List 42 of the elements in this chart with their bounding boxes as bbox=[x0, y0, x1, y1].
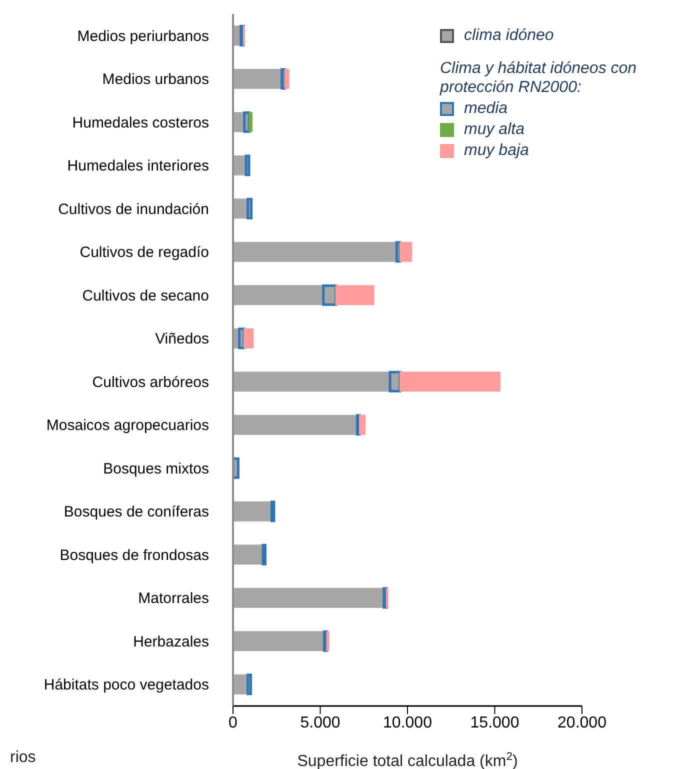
y-tick-label: Medios periurbanos bbox=[77, 28, 209, 45]
bar bbox=[335, 285, 374, 306]
bar bbox=[359, 414, 366, 435]
y-tick-label: Cultivos de inundación bbox=[58, 200, 209, 218]
y-tick-label: Bosques de coníferas bbox=[64, 504, 209, 521]
bar bbox=[248, 112, 253, 132]
y-tick-label: Humedales costeros bbox=[72, 114, 209, 132]
y-tick-label: Bosques de frondosas bbox=[60, 546, 209, 564]
bar bbox=[399, 242, 412, 262]
bar bbox=[233, 242, 398, 262]
legend-label: muy baja bbox=[464, 141, 529, 160]
y-tick-label: Medios urbanos bbox=[102, 71, 209, 88]
bar bbox=[233, 631, 325, 652]
bar bbox=[284, 68, 290, 89]
bar bbox=[233, 414, 358, 435]
y-tick-label: Cultivos de secano bbox=[82, 287, 209, 304]
y-tick-label: Hábitats poco vegetados bbox=[44, 676, 209, 694]
y-tick-label: Cultivos de regadío bbox=[80, 244, 209, 262]
y-tick-label: Mosaicos agropecuarios bbox=[46, 417, 209, 434]
legend-label: clima idóneo bbox=[464, 26, 554, 45]
bar bbox=[233, 544, 264, 565]
bar bbox=[233, 588, 384, 608]
y-tick-label: Viñedos bbox=[155, 330, 209, 348]
legend-label: media bbox=[464, 99, 508, 118]
x-tick-label: 15.000 bbox=[470, 714, 520, 732]
bar bbox=[399, 372, 500, 392]
x-tick-label: 0 bbox=[228, 714, 238, 732]
y-tick-label: Cultivos arbóreos bbox=[92, 374, 209, 391]
bar bbox=[233, 68, 282, 89]
y-tick-label: Bosques mixtos bbox=[103, 460, 209, 478]
x-tick-label: 20.000 bbox=[558, 714, 607, 732]
x-tick-label: 5.000 bbox=[300, 714, 340, 732]
bar bbox=[243, 328, 254, 348]
y-tick-label: Matorrales bbox=[138, 590, 209, 608]
x-axis-title: Superficie total calculada (km$^{2}$) bbox=[297, 751, 518, 769]
y-tick-label: Herbazales bbox=[133, 633, 209, 650]
x-tick-label: 10.000 bbox=[383, 714, 432, 732]
legend-title: Clima y hábitat idóneos con protección RN2000: bbox=[440, 59, 638, 97]
bar bbox=[233, 501, 272, 522]
text: rios bbox=[10, 749, 36, 767]
legend-label: muy alta bbox=[464, 120, 524, 139]
y-tick-label: Humedales interiores bbox=[67, 158, 209, 175]
